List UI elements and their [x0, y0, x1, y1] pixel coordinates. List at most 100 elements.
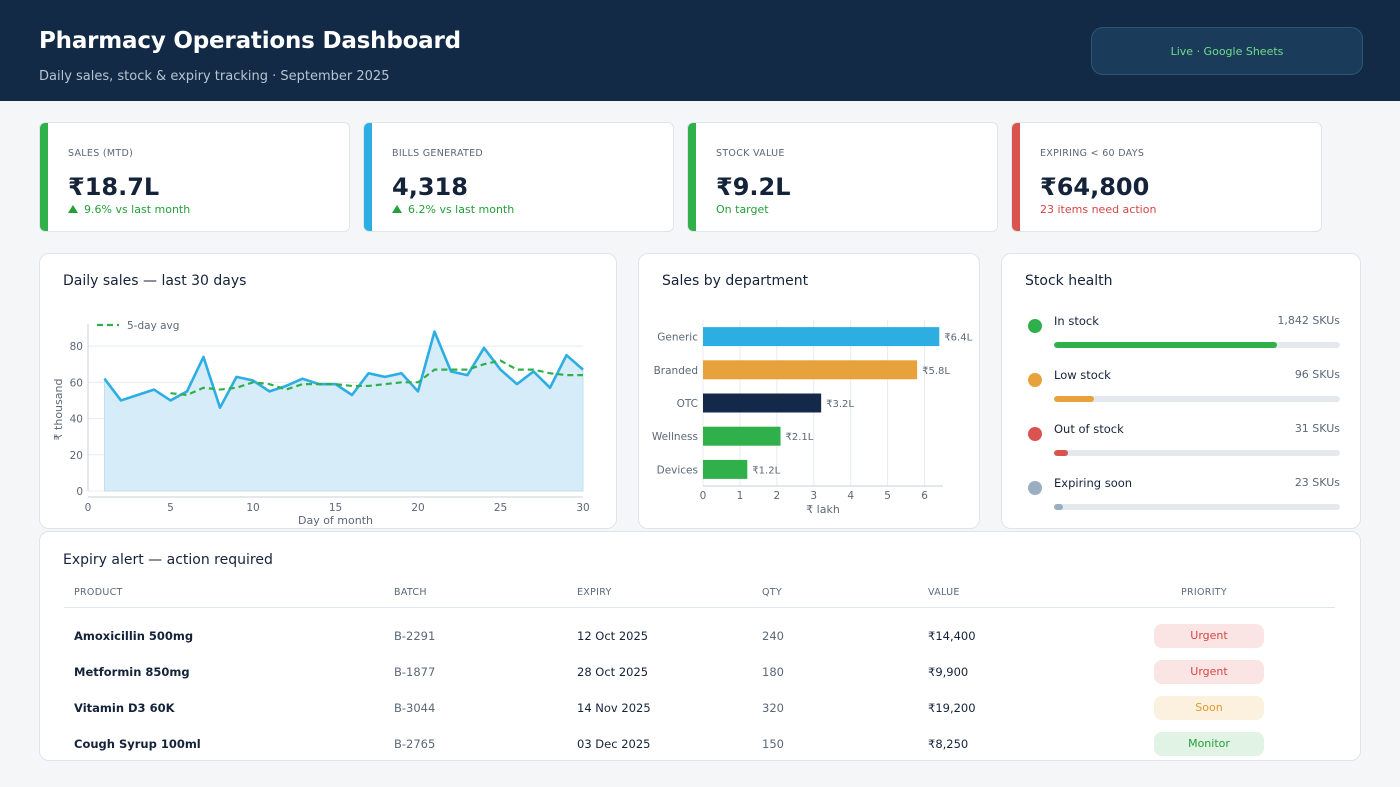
table-row[interactable]: Vitamin D3 60K B-3044 14 Nov 2025 320 ₹1… [64, 690, 1335, 726]
kpi-card-expiring: EXPIRING < 60 DAYS ₹64,800 23 items need… [1011, 122, 1322, 232]
category-label: Branded [654, 365, 698, 377]
kpi-value: ₹64,800 [1040, 173, 1150, 201]
column-header[interactable]: BATCH [384, 580, 567, 608]
stock-item-label: Out of stock [1054, 422, 1124, 436]
stock-progress-track [1054, 342, 1340, 348]
kpi-label: EXPIRING < 60 DAYS [1040, 148, 1145, 159]
moving-average-line [170, 359, 583, 397]
x-tick-label: 6 [921, 490, 928, 502]
kpi-value: ₹18.7L [68, 173, 160, 201]
card-title: Stock health [1025, 273, 1113, 289]
status-dot-icon [1028, 481, 1042, 495]
stock-item-count: 96 SKUs [1294, 368, 1340, 381]
department-bar [703, 327, 940, 347]
kpi-accent-bar [40, 123, 48, 231]
expiry-cell: 14 Nov 2025 [577, 700, 651, 715]
table-row[interactable]: Cough Syrup 100ml B-2765 03 Dec 2025 150… [64, 726, 1335, 762]
card-title: Sales by department [662, 273, 809, 289]
x-tick-label: 1 [737, 490, 744, 502]
qty-cell: 180 [762, 664, 784, 679]
kpi-label: BILLS GENERATED [392, 148, 484, 159]
page-title: Pharmacy Operations Dashboard [39, 28, 461, 54]
batch-cell: B-2765 [394, 736, 436, 751]
stock-progress-track [1054, 450, 1340, 456]
legend-label: 5-day avg [127, 320, 179, 332]
stock-progress-fill [1054, 504, 1063, 510]
column-header[interactable]: EXPIRY [567, 580, 752, 608]
stock-item-count: 31 SKUs [1294, 422, 1340, 435]
status-dot-icon [1028, 373, 1042, 387]
stock-item-label: Expiring soon [1054, 476, 1133, 490]
x-tick-label: 5 [167, 502, 174, 514]
kpi-accent-bar [364, 123, 372, 231]
department-bar-chart: 0 1 2 3 4 5 6 ₹ lakh Generic ₹6.4L Branded ₹5.8L OTC… [652, 320, 973, 516]
daily-sales-card: Daily sales — last 30 days 0 20 40 60 80 0 5 10… [39, 253, 617, 529]
stock-item-expiring-soon: Expiring soon 23 SKUs [1028, 473, 1340, 513]
y-tick-label: 40 [70, 414, 83, 426]
bar-value-label: ₹5.8L [922, 366, 950, 377]
value-cell: ₹9,900 [928, 664, 969, 679]
stock-item-label: In stock [1054, 314, 1099, 328]
kpi-value: ₹9.2L [716, 173, 791, 201]
value-cell: ₹19,200 [928, 700, 976, 715]
kpi-delta-text: 6.2% vs last month [408, 203, 515, 216]
x-tick-label: 3 [810, 490, 817, 502]
table-header-row: PRODUCT BATCH EXPIRY QTY VALUE PRIORITY [64, 580, 1335, 608]
stock-progress-track [1054, 396, 1340, 402]
kpi-delta-text: On target [716, 203, 769, 216]
live-source-badge[interactable]: Live · Google Sheets [1091, 27, 1363, 75]
card-title: Daily sales — last 30 days [63, 273, 247, 289]
x-tick-label: 15 [329, 502, 342, 514]
qty-cell: 150 [762, 736, 784, 751]
kpi-delta: 9.6% vs last month [68, 203, 190, 216]
department-bar [703, 360, 918, 380]
column-header[interactable]: QTY [752, 580, 918, 608]
x-tick-label: 30 [576, 502, 589, 514]
department-bar [703, 459, 748, 479]
kpi-delta: 6.2% vs last month [392, 203, 514, 216]
value-cell: ₹14,400 [928, 628, 976, 643]
trend-up-icon [68, 205, 78, 213]
table-row[interactable]: Metformin 850mg B-1877 28 Oct 2025 180 ₹… [64, 654, 1335, 690]
stock-item-out-of-stock: Out of stock 31 SKUs [1028, 419, 1340, 459]
column-header[interactable]: VALUE [918, 580, 1144, 608]
batch-cell: B-3044 [394, 700, 436, 715]
kpi-label: SALES (MTD) [68, 148, 134, 159]
table-row[interactable]: Amoxicillin 500mg B-2291 12 Oct 2025 240… [64, 608, 1335, 654]
category-label: OTC [677, 398, 698, 410]
priority-badge: Urgent [1154, 623, 1264, 648]
product-cell: Vitamin D3 60K [74, 700, 175, 715]
expiry-table: PRODUCT BATCH EXPIRY QTY VALUE PRIORITY … [64, 580, 1335, 762]
product-cell: Cough Syrup 100ml [74, 736, 201, 751]
x-tick-label: 25 [494, 502, 507, 514]
x-axis-label: Day of month [298, 514, 373, 527]
category-label: Generic [657, 332, 698, 344]
stock-health-card: Stock health In stock 1,842 SKUs Low sto… [1001, 253, 1361, 529]
qty-cell: 240 [762, 628, 784, 643]
priority-badge: Soon [1154, 695, 1264, 720]
y-tick-label: 80 [70, 341, 83, 353]
kpi-delta-text: 9.6% vs last month [84, 203, 191, 216]
x-tick-label: 10 [246, 502, 259, 514]
column-header[interactable]: PRODUCT [64, 580, 384, 608]
expiry-cell: 28 Oct 2025 [577, 664, 649, 679]
x-tick-label: 0 [700, 490, 707, 502]
daily-sales-line [103, 330, 584, 409]
expiry-cell: 12 Oct 2025 [577, 628, 649, 643]
stock-item-count: 23 SKUs [1294, 476, 1340, 489]
stock-progress-fill [1054, 450, 1069, 456]
sales-area-fill [104, 330, 584, 492]
kpi-card-bills: BILLS GENERATED 4,318 6.2% vs last month [363, 122, 674, 232]
bar-value-label: ₹3.2L [826, 399, 854, 410]
expiry-alert-card: Expiry alert — action required PRODUCT B… [39, 531, 1361, 761]
column-header[interactable]: PRIORITY [1144, 580, 1335, 608]
x-tick-label: 5 [884, 490, 891, 502]
priority-cell: Urgent [1144, 654, 1335, 690]
kpi-label: STOCK VALUE [716, 148, 785, 159]
bar-value-label: ₹6.4L [944, 333, 972, 344]
y-tick-label: 20 [70, 450, 83, 462]
priority-badge: Urgent [1154, 659, 1264, 684]
stock-item-in-stock: In stock 1,842 SKUs [1028, 311, 1340, 351]
kpi-delta-text: 23 items need action [1040, 203, 1157, 216]
x-tick-label: 2 [774, 490, 781, 502]
